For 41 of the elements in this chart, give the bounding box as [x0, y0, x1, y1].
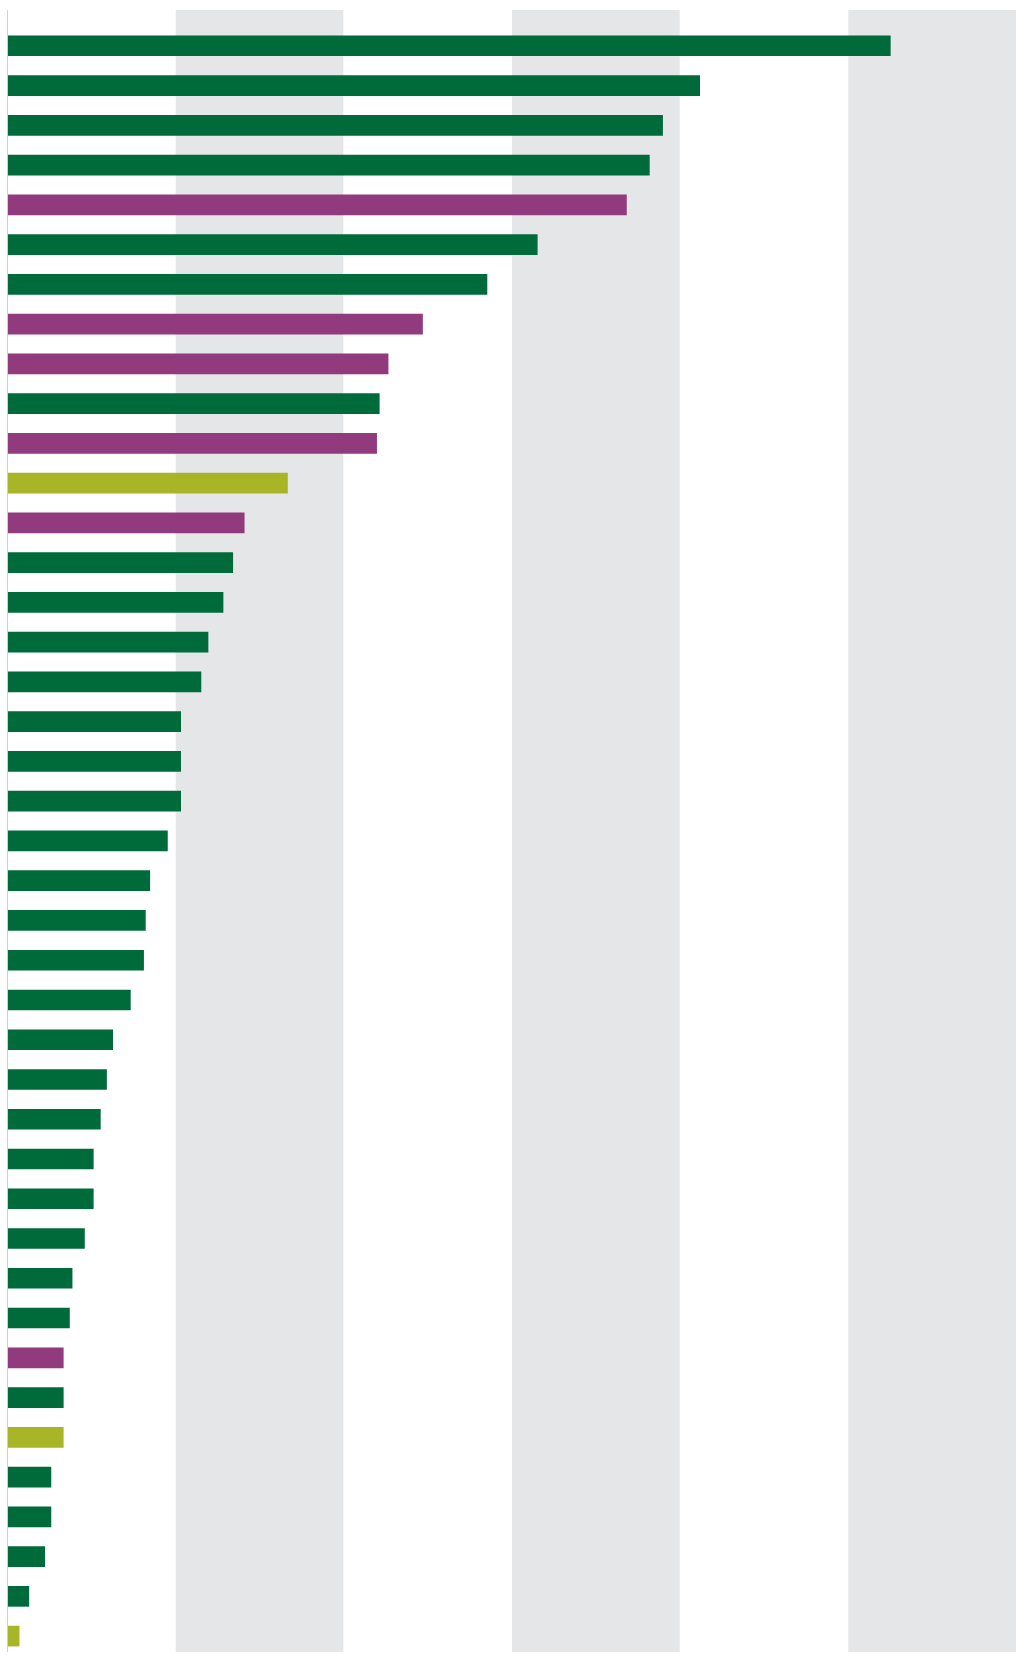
bar — [8, 790, 181, 812]
bar — [8, 1426, 64, 1448]
bar — [8, 1546, 46, 1567]
bar — [8, 234, 538, 255]
bar — [8, 114, 663, 136]
bar — [8, 671, 202, 693]
bar — [8, 751, 181, 772]
bar — [8, 910, 146, 931]
bar — [8, 472, 288, 494]
bar — [8, 512, 245, 534]
bar — [8, 1108, 101, 1130]
bar — [8, 870, 151, 892]
bar — [8, 313, 423, 335]
bar — [8, 154, 650, 176]
bar — [8, 353, 389, 375]
bar — [8, 35, 891, 57]
bar — [8, 1148, 94, 1170]
bar — [8, 1188, 94, 1210]
bar — [8, 1307, 70, 1329]
bar — [8, 273, 488, 295]
bar — [8, 1347, 64, 1369]
bar — [8, 194, 627, 216]
bar — [8, 830, 168, 852]
bar — [8, 1625, 20, 1647]
bar — [8, 949, 144, 971]
bar — [8, 1267, 73, 1289]
bar — [8, 393, 380, 414]
bar — [8, 552, 234, 573]
bar — [8, 1586, 30, 1607]
bar — [8, 1029, 114, 1051]
bar — [8, 711, 181, 732]
bar — [8, 1506, 52, 1528]
bar — [8, 75, 701, 96]
bar — [8, 989, 131, 1011]
bar — [8, 433, 377, 454]
bar — [8, 1228, 85, 1249]
bar — [8, 1466, 52, 1488]
bar — [8, 1069, 107, 1090]
bar — [8, 631, 209, 653]
bar — [8, 592, 224, 613]
bar — [8, 1387, 64, 1408]
